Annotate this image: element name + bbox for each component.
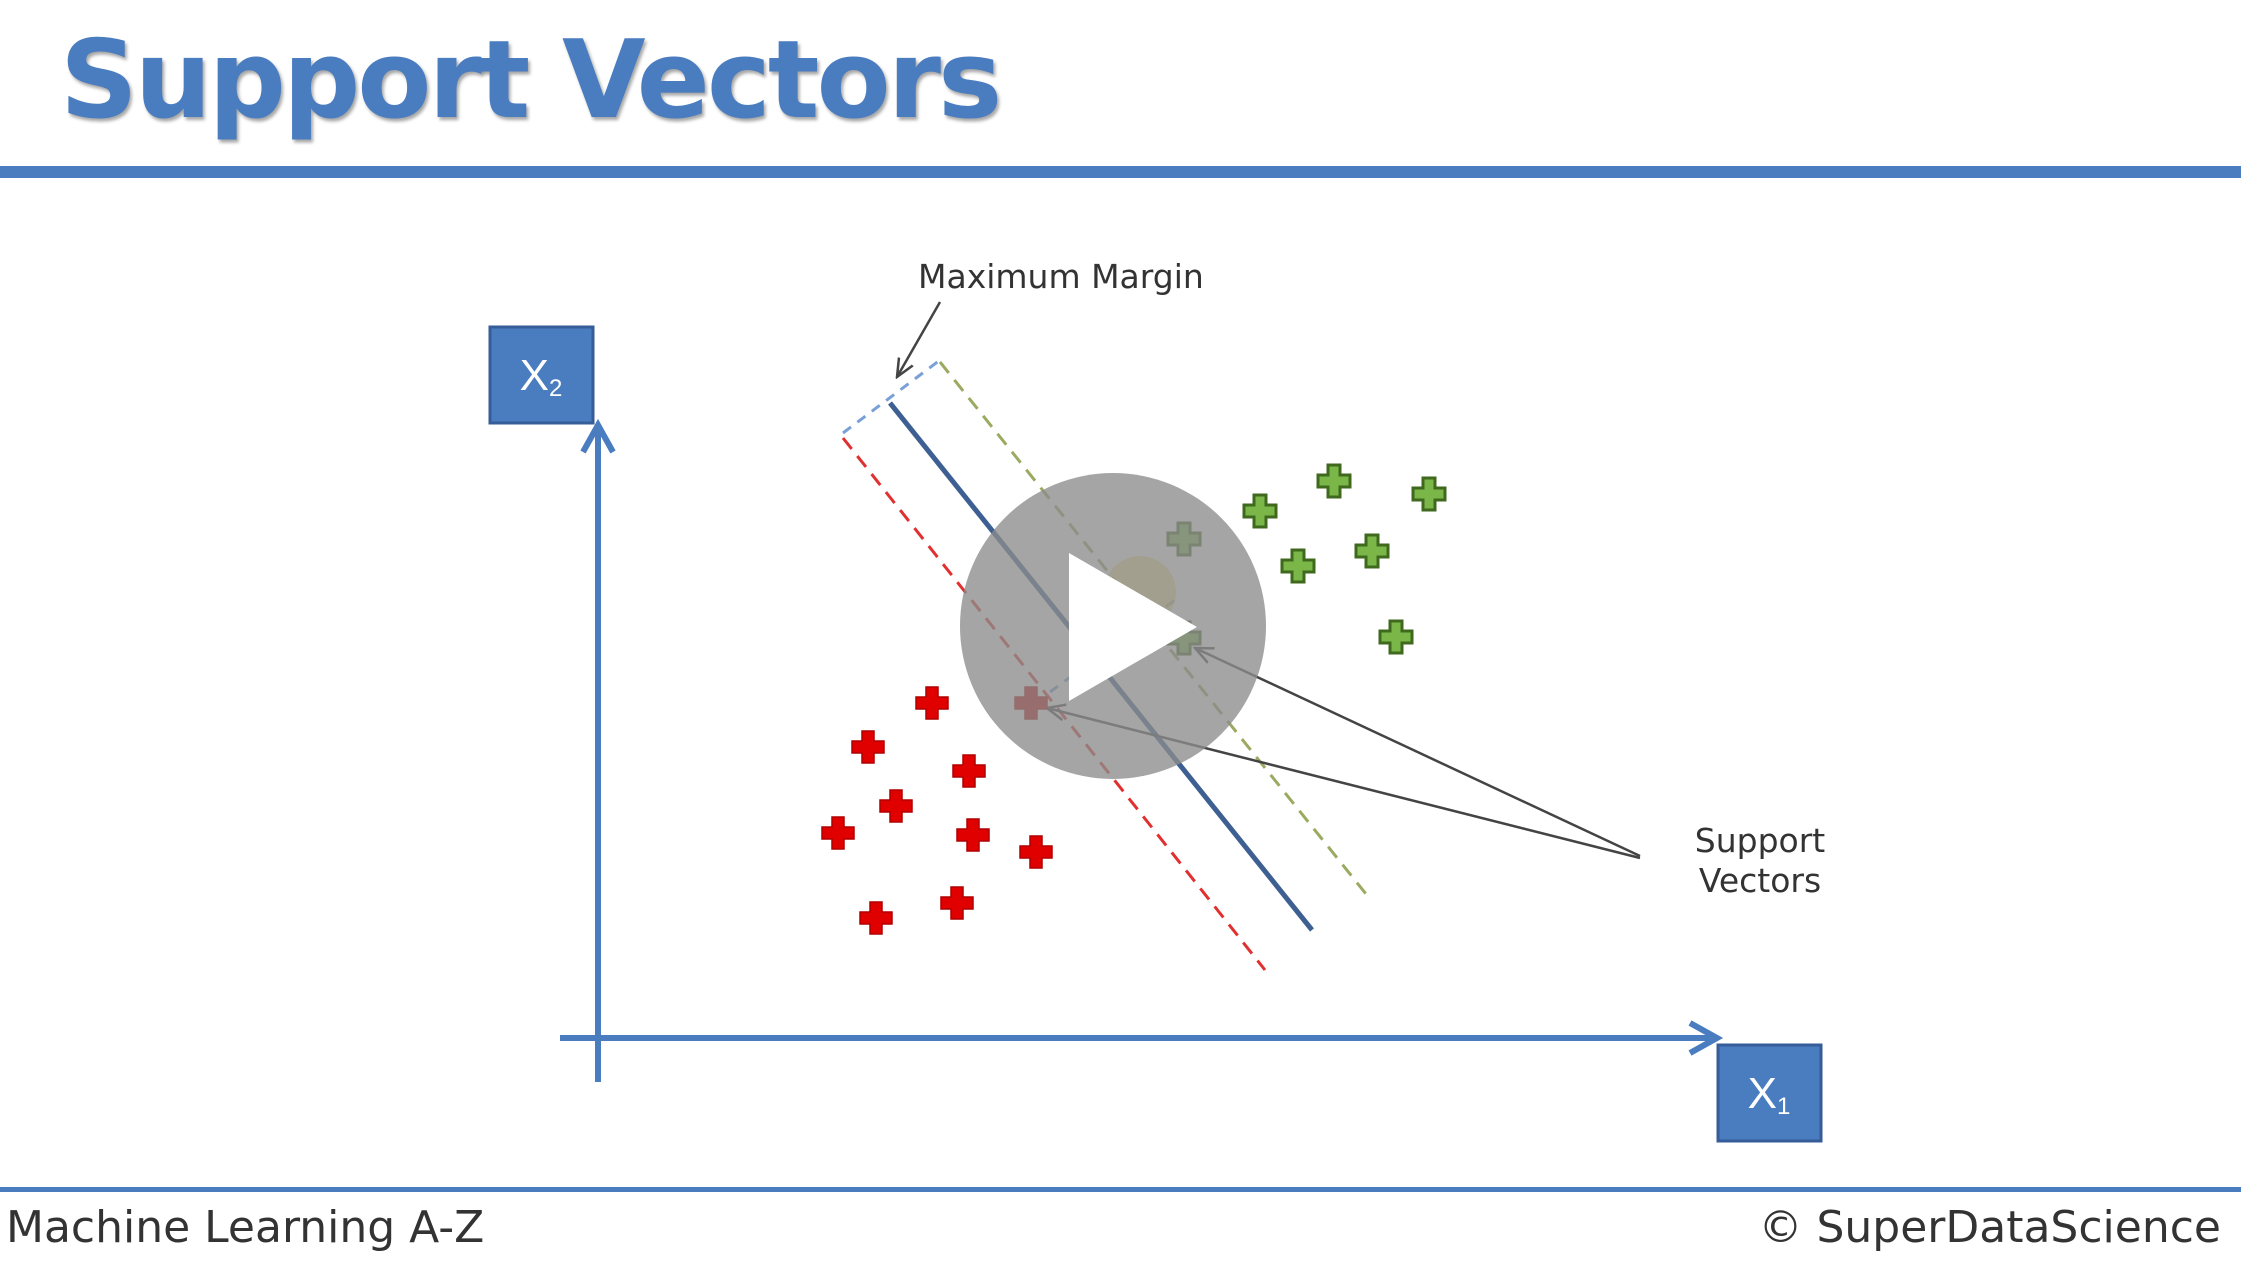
positive-point [1280,548,1316,584]
footer-course-name: Machine Learning A-Z [6,1202,485,1253]
footer-copyright: © SuperDataScience [1758,1202,2221,1253]
svg-text:X1: X1 [1748,1069,1791,1120]
negative-point [851,730,885,764]
positive-point [1378,619,1414,655]
x-axis-arrowhead [1688,1020,1724,1056]
negative-point [821,816,855,850]
svg-text:X2: X2 [520,351,563,402]
maximum-margin-arrow [897,301,942,377]
x-axis-label-box: X1 [1716,1043,1823,1143]
negative-point [1019,835,1053,869]
negative-point [940,886,974,920]
margin-width-indicator [842,358,941,435]
negative-point [952,754,986,788]
maximum-margin-label: Maximum Margin [918,257,1204,296]
negative-point [956,818,990,852]
footer-divider [0,1187,2241,1192]
negative-point [915,686,949,720]
support-vectors-label-line1: Support [1695,821,1826,860]
y-axis-label-box: X2 [488,325,595,425]
negative-point [859,901,893,935]
positive-point [1411,476,1447,512]
video-play-button[interactable] [960,473,1266,779]
y-axis-label: X [520,351,549,400]
y-axis-arrowhead [580,418,616,454]
support-vector-arrow-positive [1195,648,1641,858]
support-vectors-label-line2: Vectors [1699,861,1821,900]
y-axis-subscript: 2 [549,375,562,402]
positive-point [1354,533,1390,569]
x-axis-subscript: 1 [1777,1093,1790,1120]
positive-point [1316,463,1352,499]
play-icon [1069,553,1197,701]
title-divider [0,166,2241,178]
positive-point [1242,493,1278,529]
slide-title: Support Vectors [60,18,1002,143]
negative-point [879,789,913,823]
negative-margin-line [841,437,1267,971]
x-axis-label: X [1748,1069,1777,1118]
